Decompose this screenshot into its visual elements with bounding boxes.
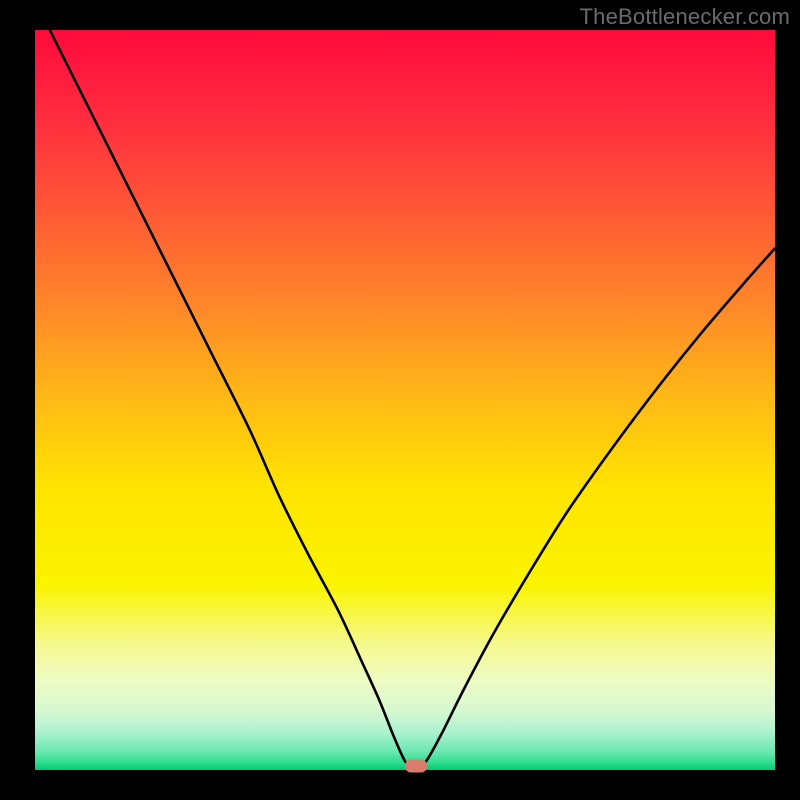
bottleneck-marker xyxy=(405,759,427,772)
attribution-watermark: TheBottlenecker.com xyxy=(580,4,790,30)
bottleneck-gradient-plot xyxy=(35,30,775,770)
